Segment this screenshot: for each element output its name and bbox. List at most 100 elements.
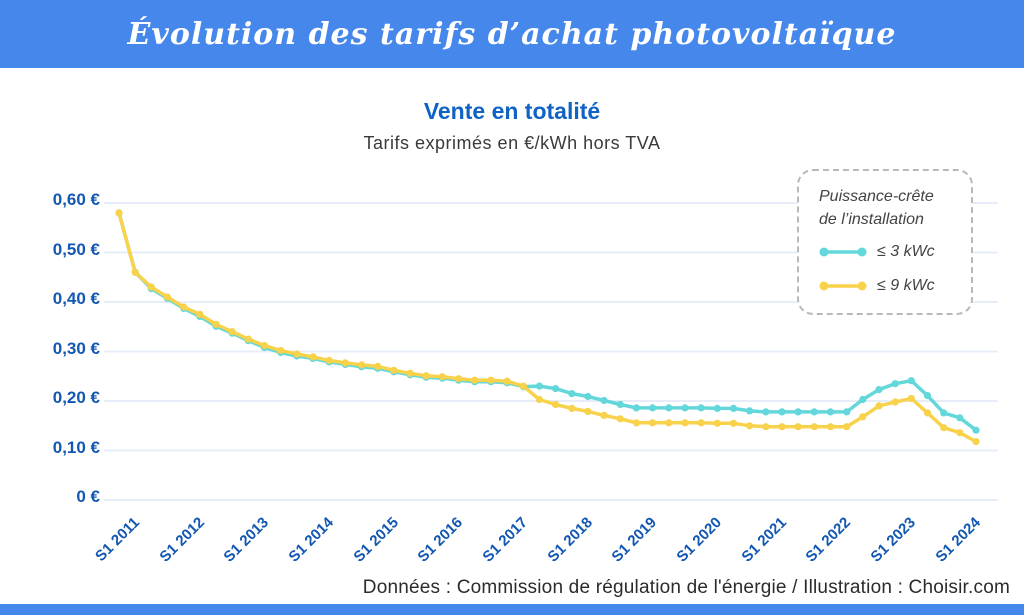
data-point — [535, 382, 544, 390]
data-point — [859, 413, 867, 421]
y-tick-label: 0,60 € — [52, 190, 100, 209]
y-tick-label: 0,10 € — [52, 437, 100, 457]
x-tick-label: S1 2018 — [544, 514, 596, 566]
data-point — [196, 310, 204, 318]
data-point — [535, 395, 544, 404]
data-point — [374, 362, 382, 370]
data-point — [956, 414, 964, 422]
data-point — [907, 394, 915, 403]
data-point — [826, 408, 835, 416]
x-tick-label: S1 2016 — [414, 514, 467, 566]
legend-items: ≤ 3 kWc ≤ 9 kWc — [819, 243, 971, 295]
x-tick-label: S1 2015 — [350, 514, 402, 566]
data-point — [810, 408, 818, 416]
data-point — [843, 408, 851, 416]
y-tick-label: 0 € — [76, 487, 100, 506]
data-point — [907, 377, 915, 385]
data-point — [600, 411, 608, 419]
header-banner: Évolution des tarifs d’achat photovoltaï… — [0, 0, 1024, 68]
data-point — [746, 407, 754, 415]
data-point — [859, 395, 867, 404]
data-point — [163, 293, 172, 301]
data-point — [940, 409, 948, 417]
data-point — [632, 419, 641, 427]
data-point — [406, 369, 414, 377]
x-tick-label: S1 2012 — [156, 514, 208, 566]
data-point — [794, 423, 802, 431]
x-tick-label: S1 2024 — [932, 514, 984, 566]
data-point — [697, 419, 705, 427]
x-tick-label: S1 2020 — [673, 514, 726, 566]
data-point — [568, 404, 576, 412]
data-point — [600, 396, 608, 405]
legend-swatch-line — [819, 247, 867, 257]
data-point — [729, 404, 738, 412]
y-tick-label: 0,40 € — [52, 289, 100, 308]
data-point — [665, 404, 673, 412]
data-point — [940, 424, 948, 432]
chart-title: Vente en totalité — [423, 98, 601, 124]
data-point — [422, 372, 430, 380]
credit-text: Données : Commission de régulation de l'… — [362, 577, 1010, 598]
data-point — [923, 409, 932, 417]
data-point — [115, 209, 123, 217]
x-tick-label: S1 2021 — [738, 514, 790, 566]
data-point — [616, 400, 624, 409]
x-tick-label: S1 2023 — [867, 514, 920, 566]
data-point — [649, 404, 657, 412]
chart-subtitle: Tarifs exprimés en €/kWh hors TVA — [363, 133, 661, 153]
data-point — [713, 404, 721, 412]
data-point — [390, 366, 398, 374]
data-point — [471, 376, 479, 384]
data-point — [568, 390, 576, 398]
data-point — [891, 398, 899, 406]
data-point — [875, 402, 883, 410]
data-point — [681, 404, 689, 412]
data-point — [697, 404, 705, 412]
data-point — [923, 392, 932, 400]
data-point — [794, 408, 802, 416]
data-point — [358, 361, 366, 369]
legend-title: Puissance-crête de l’installation — [819, 188, 934, 229]
data-point — [778, 408, 786, 416]
data-point — [212, 320, 220, 328]
data-point — [228, 328, 236, 336]
data-point — [762, 423, 770, 431]
data-point — [503, 377, 511, 385]
data-point — [762, 408, 770, 416]
legend-item-label: ≤ 3 kWc — [877, 243, 935, 261]
legend: Puissance-crête de l’installation ≤ 3 kWc… — [797, 169, 973, 315]
legend-item: ≤ 9 kWc — [819, 277, 971, 295]
data-point — [147, 283, 155, 291]
data-point — [956, 429, 964, 437]
data-point — [972, 426, 980, 434]
data-point — [260, 342, 269, 350]
data-point — [875, 386, 883, 394]
data-point — [665, 419, 673, 427]
data-point — [309, 353, 317, 361]
data-point — [487, 376, 495, 384]
data-point — [552, 400, 560, 409]
data-point — [843, 423, 851, 431]
data-point — [277, 346, 285, 355]
data-point — [584, 407, 592, 415]
legend-item-label: ≤ 9 kWc — [877, 277, 935, 295]
x-tick-label: S1 2019 — [608, 514, 661, 566]
data-point — [810, 423, 818, 431]
y-tick-label: 0,20 € — [52, 388, 100, 407]
legend-swatch-line — [819, 281, 867, 291]
data-point — [180, 303, 188, 311]
data-point — [778, 423, 786, 431]
data-point — [552, 385, 560, 393]
data-point — [438, 373, 446, 381]
y-tick-label: 0,50 € — [52, 239, 100, 259]
x-tick-label: S1 2014 — [285, 514, 338, 566]
x-tick-label: S1 2013 — [220, 514, 273, 566]
data-point — [632, 404, 641, 412]
data-point — [293, 350, 301, 358]
legend-item: ≤ 3 kWc — [819, 243, 971, 261]
data-point — [131, 268, 139, 276]
data-point — [681, 419, 689, 427]
data-point — [826, 423, 835, 431]
